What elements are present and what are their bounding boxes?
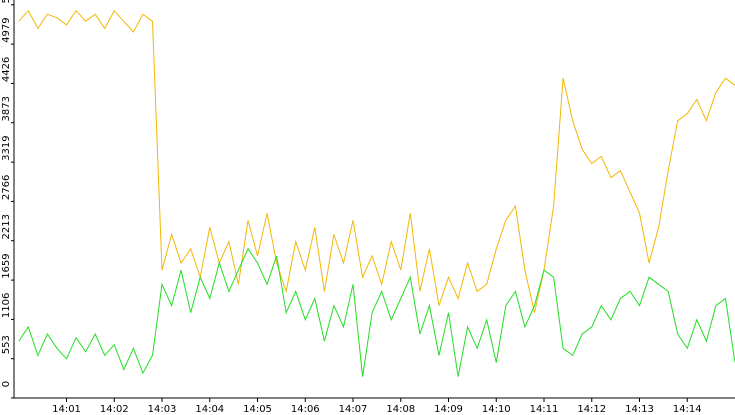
x-tick-label: 14:07	[339, 404, 368, 415]
y-tick-label: 3873	[1, 96, 12, 121]
x-tick-label: 14:04	[195, 404, 224, 415]
x-tick-label: 14:09	[434, 404, 463, 415]
series-line	[18, 9, 735, 313]
x-tick-label: 14:01	[52, 404, 81, 415]
x-tick-label: 14:03	[148, 404, 177, 415]
x-tick-label: 14:14	[673, 404, 702, 415]
x-tick-label: 14:02	[100, 404, 129, 415]
y-tick-label: 2766	[1, 175, 12, 200]
y-tick-label: 1659	[1, 253, 12, 278]
y-tick-label: 5533	[1, 0, 12, 3]
x-tick-label: 14:13	[625, 404, 654, 415]
x-tick-label: 14:05	[243, 404, 272, 415]
x-tick-label: 14:08	[386, 404, 415, 415]
y-tick-label: 4979	[1, 17, 12, 42]
x-tick-label: 14:06	[291, 404, 320, 415]
y-tick-label: 3319	[1, 135, 12, 160]
x-tick-label: 14:10	[482, 404, 511, 415]
y-tick-label: 2213	[1, 214, 12, 239]
y-tick-label: 0	[1, 381, 12, 387]
x-tick-label: 14:11	[530, 404, 559, 415]
x-tick-label: 14:12	[577, 404, 606, 415]
y-tick-label: 4426	[1, 57, 12, 82]
y-tick-label: 553	[1, 335, 12, 354]
series-line	[18, 247, 735, 377]
y-tick-label: 1106	[1, 293, 12, 318]
